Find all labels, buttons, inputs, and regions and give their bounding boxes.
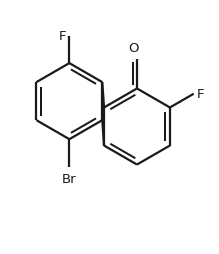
Text: O: O xyxy=(129,41,139,54)
Text: F: F xyxy=(59,30,66,43)
Text: Br: Br xyxy=(62,172,77,185)
Text: F: F xyxy=(197,88,204,101)
